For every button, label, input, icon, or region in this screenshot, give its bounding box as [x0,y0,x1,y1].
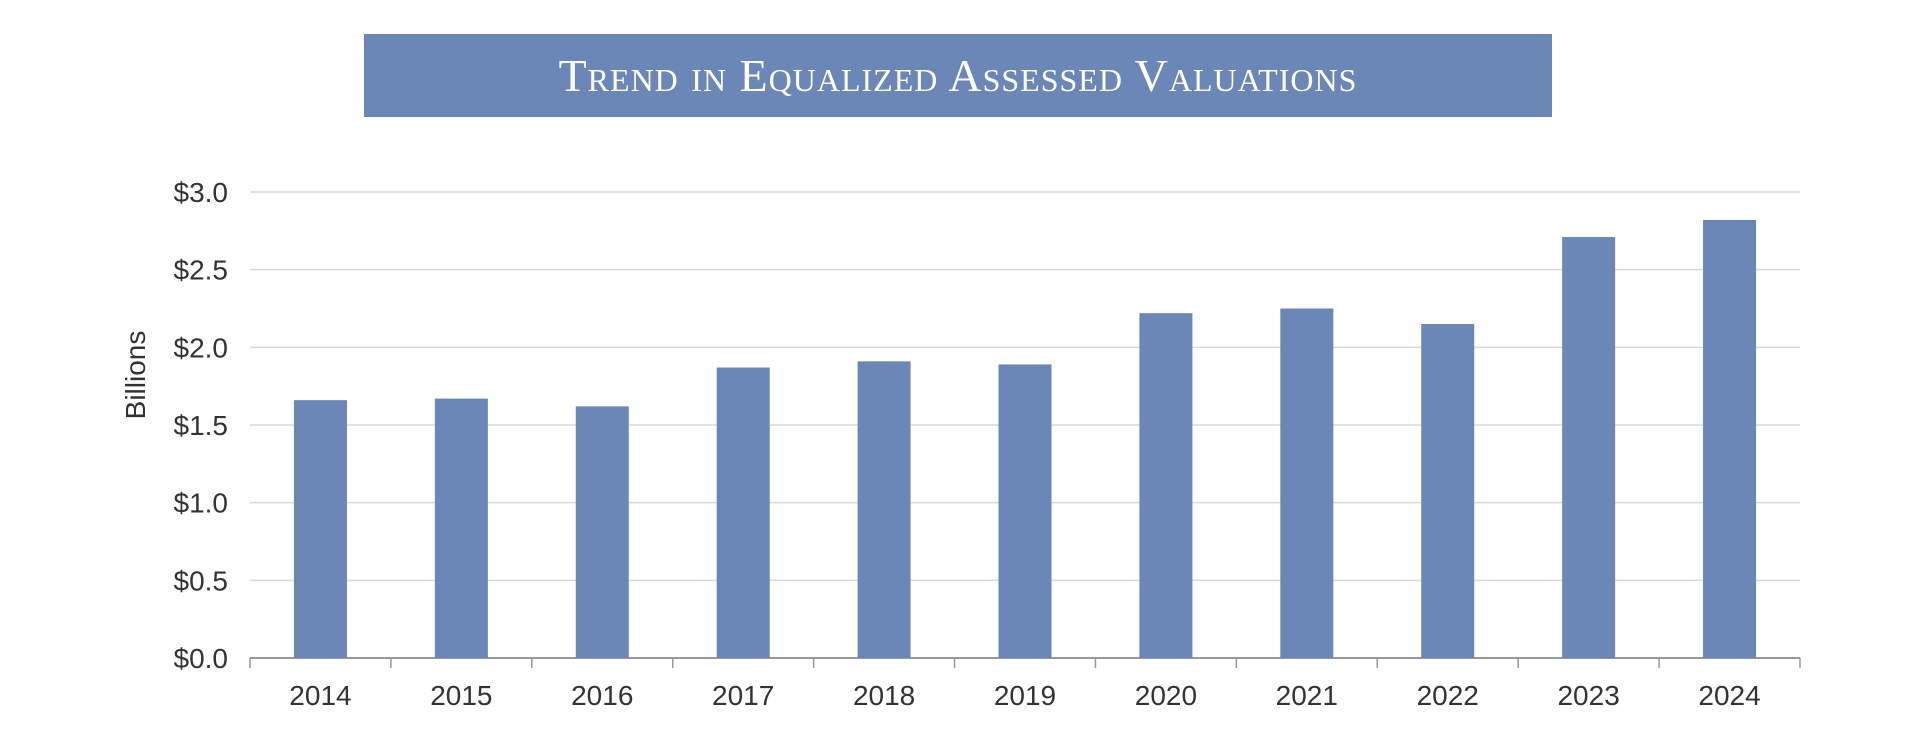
x-tick-label: 2020 [1135,680,1197,711]
y-tick-label: $1.5 [174,410,229,441]
x-tick-label: 2017 [712,680,774,711]
y-tick-label: $1.0 [174,488,229,519]
x-tick-label: 2015 [430,680,492,711]
bar-2017 [716,367,770,658]
x-tick-label: 2024 [1698,680,1760,711]
x-tick-label: 2014 [289,680,351,711]
y-axis-title: Billions [120,331,151,420]
x-tick-label: 2021 [1276,680,1338,711]
x-tick-label: 2023 [1557,680,1619,711]
y-tick-label: $0.5 [174,565,229,596]
bar-2015 [434,398,488,658]
x-tick-label: 2016 [571,680,633,711]
bar-2016 [575,406,629,658]
x-tick-label: 2022 [1417,680,1479,711]
y-tick-label: $3.0 [174,177,229,208]
y-tick-label: $0.0 [174,643,229,674]
bar-2023 [1562,237,1616,658]
bar-2024 [1703,219,1757,658]
bar-2014 [293,400,347,658]
y-tick-label: $2.5 [174,255,229,286]
x-tick-label: 2019 [994,680,1056,711]
bar-2021 [1280,308,1334,658]
y-tick-label: $2.0 [174,332,229,363]
chart-title-banner: Trend in Equalized Assessed Valuations [364,34,1552,117]
bar-2022 [1421,324,1475,658]
bar-2019 [998,364,1052,658]
chart-title: Trend in Equalized Assessed Valuations [558,50,1358,101]
x-tick-label: 2018 [853,680,915,711]
bar-2018 [857,361,911,658]
bar-2020 [1139,313,1193,658]
